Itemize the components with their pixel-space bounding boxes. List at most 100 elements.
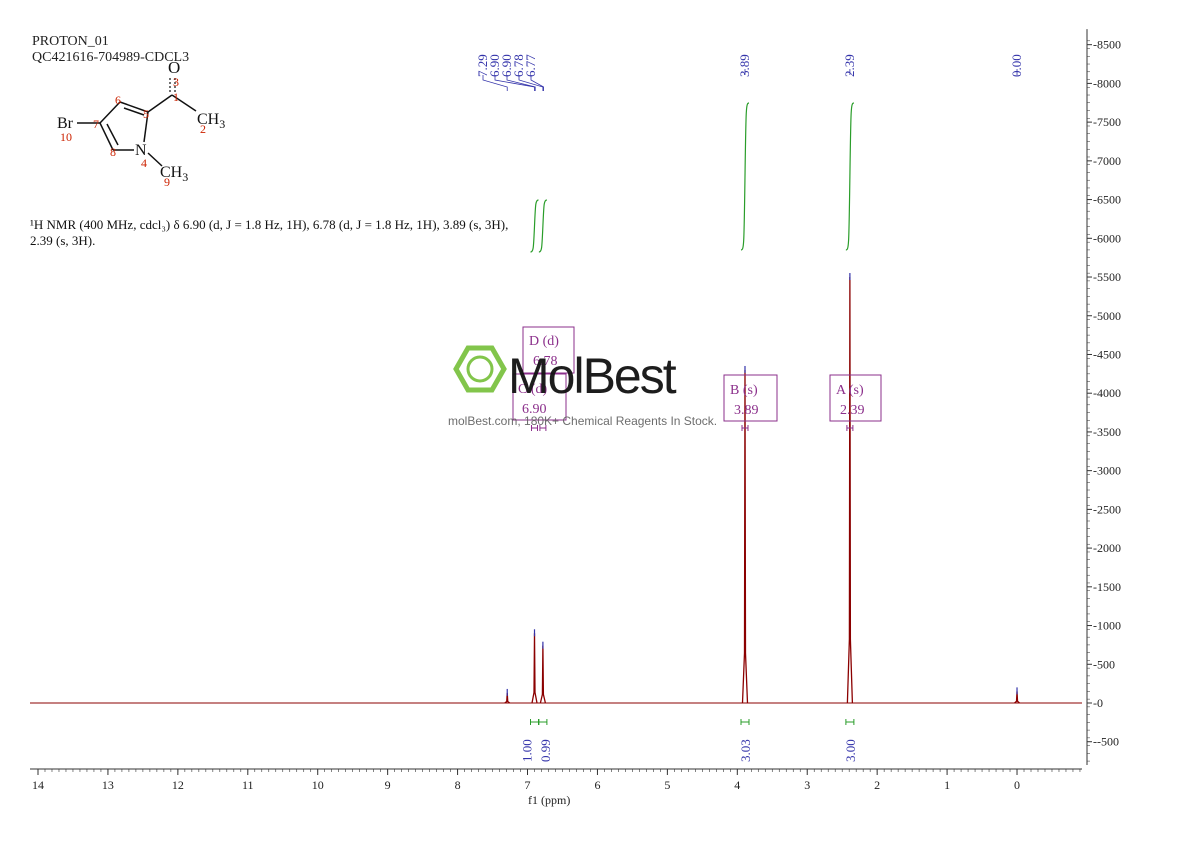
y-tick-label: --500 <box>1093 735 1119 749</box>
y-tick-label: -6000 <box>1093 231 1121 245</box>
nmr-description-line1: ¹H NMR (400 MHz, cdcl₃) δ 6.90 (d, J = 1… <box>30 217 508 232</box>
y-tick-label: -1500 <box>1093 580 1121 594</box>
x-tick-label: 10 <box>312 778 324 792</box>
multiplet-shift: 2.39 <box>840 403 865 418</box>
multiplet-label: C (d) <box>518 382 548 397</box>
carbonyl-bond <box>169 76 176 92</box>
multiplet-box <box>522 326 575 374</box>
integral-value: 3.00 <box>843 739 858 762</box>
atom-number: 7 <box>93 117 99 131</box>
atom-number: 3 <box>173 75 179 89</box>
chart-axes: 14 13 12 11 10 9 8 7 6 5 4 3 2 1 0--500-0-500-1000-150… <box>30 29 1121 792</box>
x-tick-label: 3 <box>804 778 810 792</box>
atom-number: 2 <box>200 122 206 136</box>
integral-value: 0.99 <box>538 739 553 762</box>
integral-value: 3.03 <box>738 739 753 762</box>
x-tick-label: 6 <box>594 778 600 792</box>
peak-label-leader <box>518 75 544 91</box>
atom-number: 6 <box>115 93 121 107</box>
y-tick-label: -8000 <box>1093 76 1121 90</box>
multiplet-box <box>829 374 882 422</box>
spectrum-trace <box>30 273 1082 704</box>
peak-label-leader <box>482 75 508 91</box>
integral-curve <box>845 102 855 251</box>
peak-label: 6.77 <box>523 54 538 77</box>
y-tick-label: -3500 <box>1093 425 1121 439</box>
nmr-description-line2: 2.39 (s, 3H). <box>30 233 95 248</box>
multiplet-annotations: D (d) 6.78 C (d) 6.90 B (s) 3.89 A (s) 2.39 <box>512 326 882 431</box>
x-tick-label: 8 <box>455 778 461 792</box>
x-tick-label: 7 <box>525 778 531 792</box>
peak-label-leader <box>506 75 536 91</box>
x-tick-label: 5 <box>664 778 670 792</box>
spectrum-peak <box>846 277 854 704</box>
atom-ch3-top: CH3 <box>197 111 225 131</box>
chemical-structure: O CH3 Br N CH3 3 1 6 5 2 7 10 8 4 9 <box>57 58 225 189</box>
x-tick-label: 2 <box>874 778 880 792</box>
y-tick-label: -500 <box>1093 657 1115 671</box>
watermark-brand: MolBest <box>508 348 677 404</box>
multiplet-shift: 6.90 <box>522 402 547 417</box>
peak-label: 0.00 <box>1009 54 1024 77</box>
peak-label-leader <box>494 75 535 91</box>
atom-ch3-bottom: CH3 <box>160 164 188 184</box>
atom-number: 4 <box>141 156 147 170</box>
y-tick-label: -7500 <box>1093 115 1121 129</box>
x-tick-label: 13 <box>102 778 114 792</box>
structure-bonds <box>77 94 197 167</box>
y-tick-label: -5000 <box>1093 309 1121 323</box>
integral-curve <box>740 102 750 251</box>
x-tick-label: 11 <box>242 778 254 792</box>
x-tick-label: 12 <box>172 778 184 792</box>
atom-o: O <box>168 58 180 77</box>
multiplet-label: D (d) <box>529 334 559 349</box>
multiplet-shift: 6.78 <box>533 354 558 369</box>
integral-curve <box>538 199 548 253</box>
atom-br: Br <box>57 115 74 132</box>
integral-curve <box>530 199 539 253</box>
atom-number: 1 <box>173 90 179 104</box>
peak-label: 6.78 <box>511 54 526 77</box>
atom-number: 8 <box>110 145 116 159</box>
y-tick-label: -4500 <box>1093 347 1121 361</box>
y-tick-label: -0 <box>1093 696 1103 710</box>
multiplet-label: B (s) <box>730 383 758 398</box>
multiplet-box <box>512 373 567 421</box>
spectrum-peak <box>539 645 547 704</box>
peak-label-leader <box>530 75 544 91</box>
peak-label: 6.90 <box>499 54 514 77</box>
integration-values: 1.00 0.99 3.03 3.00 <box>520 719 858 762</box>
y-tick-label: -2500 <box>1093 502 1121 516</box>
sample-name: PROTON_01 <box>32 34 109 49</box>
x-tick-label: 9 <box>385 778 391 792</box>
multiplet-shift: 3.89 <box>734 403 759 418</box>
atom-n: N <box>135 142 147 159</box>
y-tick-label: -6500 <box>1093 193 1121 207</box>
x-tick-label: 0 <box>1014 778 1020 792</box>
y-tick-label: -5500 <box>1093 270 1121 284</box>
y-tick-label: -4000 <box>1093 386 1121 400</box>
y-tick-label: -7000 <box>1093 154 1121 168</box>
x-axis-label: f1 (ppm) <box>528 793 570 807</box>
peak-label: 6.90 <box>487 54 502 77</box>
watermark: MolBest molBest.com, 180K+ Chemical Reag… <box>448 345 717 428</box>
x-tick-label: 1 <box>944 778 950 792</box>
spectrum-peak <box>531 633 538 704</box>
y-tick-label: -1000 <box>1093 619 1121 633</box>
peak-labels: 7.296.906.906.786.77 3.89 2.39 0.00 <box>475 54 1024 91</box>
atom-number: 9 <box>164 175 170 189</box>
y-tick-label: -8500 <box>1093 38 1121 52</box>
sample-id: QC421616-704989-CDCL3 <box>32 50 189 65</box>
watermark-tagline: molBest.com, 180K+ Chemical Reagents In … <box>448 414 717 428</box>
atom-number: 10 <box>60 130 72 144</box>
y-tick-label: -3000 <box>1093 464 1121 478</box>
integral-value: 1.00 <box>520 739 535 762</box>
peak-label: 3.89 <box>737 54 752 77</box>
multiplet-box <box>723 374 778 422</box>
x-tick-label: 14 <box>32 778 44 792</box>
molbest-logo-icon <box>453 345 507 393</box>
spectrum-peak <box>741 369 749 704</box>
multiplet-label: A (s) <box>836 383 864 398</box>
y-tick-label: -2000 <box>1093 541 1121 555</box>
